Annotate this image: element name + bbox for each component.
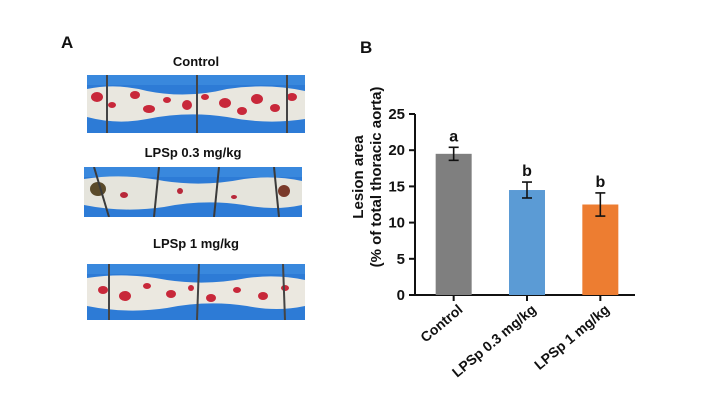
y-tick-label: 15 bbox=[388, 178, 405, 195]
panel-b-label: B bbox=[360, 38, 373, 57]
bar bbox=[435, 153, 472, 295]
photo-caption-lpsp-1: LPSp 1 mg/kg bbox=[153, 236, 239, 251]
y-axis-label-line1: Lesion area bbox=[350, 135, 367, 219]
aorta-photo-lpsp-0-3 bbox=[84, 167, 302, 217]
significance-label: b bbox=[595, 174, 605, 191]
aorta-photo-lpsp-1 bbox=[87, 264, 305, 320]
photo-caption-control: Control bbox=[172, 54, 220, 69]
bar bbox=[582, 204, 619, 295]
aorta-photo-control bbox=[87, 75, 305, 133]
y-tick-label: 25 bbox=[388, 106, 405, 123]
y-axis-label-line2: (% of total thoracic aorta) bbox=[368, 87, 385, 268]
photo-caption-lpsp-0-3: LPSp 0.3 mg/kg bbox=[144, 145, 242, 160]
significance-label: a bbox=[449, 128, 458, 145]
y-tick-label: 20 bbox=[388, 142, 405, 159]
y-tick-label: 5 bbox=[397, 251, 405, 268]
y-tick-label: 10 bbox=[388, 215, 405, 232]
bar bbox=[509, 190, 545, 295]
x-tick-label: LPSp 1 mg/kg bbox=[531, 301, 612, 373]
lesion-area-bar-chart: Lesion area (% of total thoracic aorta) … bbox=[350, 87, 635, 380]
y-tick-label: 0 bbox=[397, 287, 405, 304]
significance-label: b bbox=[522, 163, 532, 180]
y-axis-label: Lesion area (% of total thoracic aorta) bbox=[350, 87, 385, 268]
x-tick-label: Control bbox=[417, 301, 465, 345]
panel-a-label: A bbox=[61, 33, 74, 52]
